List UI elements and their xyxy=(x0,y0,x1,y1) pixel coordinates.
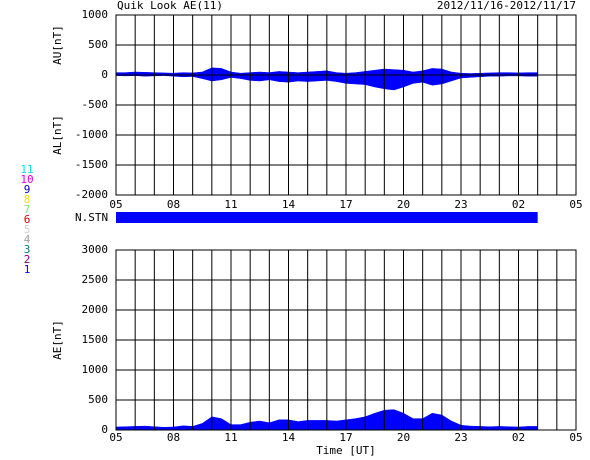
station-label: 1 xyxy=(24,263,31,276)
plot-frame xyxy=(115,249,577,431)
n-stn-bar xyxy=(116,212,538,223)
x-tick-label: 17 xyxy=(339,431,352,444)
y-tick-label: 1500 xyxy=(82,333,109,346)
station-label: 9 xyxy=(24,183,31,196)
station-label: 7 xyxy=(24,203,31,216)
y-tick-label: 1000 xyxy=(82,8,109,21)
x-tick-label: 05 xyxy=(569,198,582,211)
x-tick-label: 02 xyxy=(512,198,525,211)
x-tick-label: 20 xyxy=(397,431,410,444)
y-tick-label: 0 xyxy=(101,423,108,436)
station-label: 4 xyxy=(24,233,31,246)
y-axis-label: AE[nT] xyxy=(51,320,64,360)
y-tick-label: -2000 xyxy=(75,188,108,201)
x-tick-label: 11 xyxy=(224,431,237,444)
y-tick-label: 2500 xyxy=(82,273,109,286)
area-al xyxy=(115,74,538,91)
x-tick-label: 08 xyxy=(167,431,180,444)
y-tick-label: 2000 xyxy=(82,303,109,316)
chart-subtitle: 2012/11/16-2012/11/17 xyxy=(437,0,576,12)
y-tick-label: 0 xyxy=(101,68,108,81)
x-tick-label: 02 xyxy=(512,431,525,444)
y-axis-label: AL[nT] xyxy=(51,115,64,155)
n-stn-label: N.STN xyxy=(75,211,108,224)
x-tick-label: 05 xyxy=(569,431,582,444)
x-tick-label: 23 xyxy=(454,431,467,444)
x-axis-label: Time [UT] xyxy=(316,444,376,457)
x-tick-label: 14 xyxy=(282,198,296,211)
y-tick-label: 500 xyxy=(88,38,108,51)
x-tick-label: 08 xyxy=(167,198,180,211)
y-tick-label: -1500 xyxy=(75,158,108,171)
x-tick-label: 23 xyxy=(454,198,467,211)
x-tick-label: 05 xyxy=(109,198,122,211)
x-tick-label: 17 xyxy=(339,198,352,211)
station-label: 8 xyxy=(24,193,31,206)
station-label: 2 xyxy=(24,253,31,266)
x-tick-label: 05 xyxy=(109,431,122,444)
chart-title: Quik Look AE(11) xyxy=(117,0,223,12)
x-tick-label: 11 xyxy=(224,198,237,211)
station-label: 6 xyxy=(24,213,31,226)
station-label: 11 xyxy=(20,163,33,176)
station-label: 5 xyxy=(24,223,31,236)
y-tick-label: 1000 xyxy=(82,363,109,376)
x-tick-label: 14 xyxy=(282,431,296,444)
plot-frame xyxy=(115,14,577,196)
x-tick-label: 20 xyxy=(397,198,410,211)
station-label: 3 xyxy=(24,243,31,256)
y-tick-label: 3000 xyxy=(82,243,109,256)
y-tick-label: 500 xyxy=(88,393,108,406)
y-tick-label: -500 xyxy=(82,98,109,111)
y-axis-label: AU[nT] xyxy=(51,25,64,65)
station-label: 10 xyxy=(20,173,33,186)
area-ae xyxy=(115,409,538,431)
y-tick-label: -1000 xyxy=(75,128,108,141)
